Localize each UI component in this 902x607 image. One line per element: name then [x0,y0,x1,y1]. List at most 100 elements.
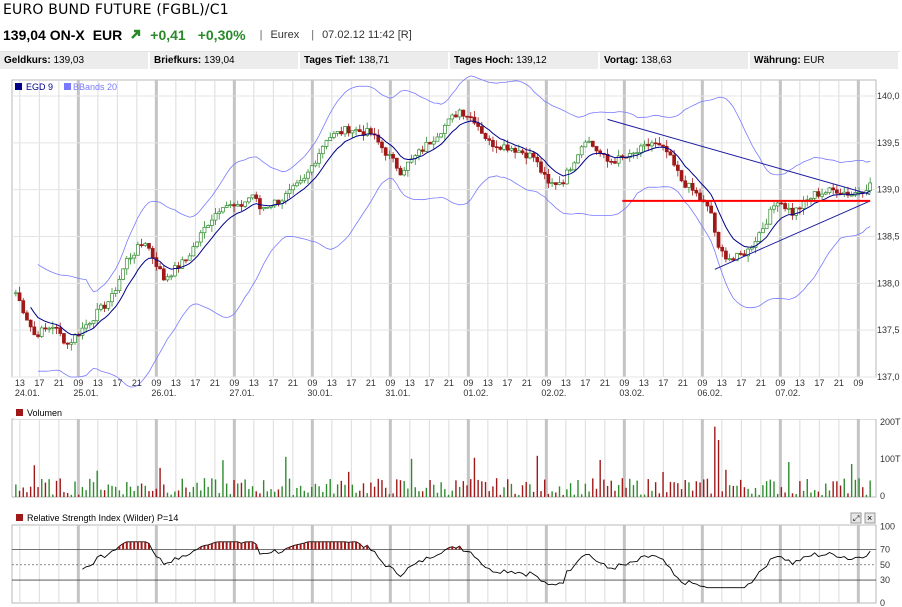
candle [121,268,125,280]
candle [687,182,691,188]
candle [639,145,643,153]
date-tick-label: 30.01. [307,388,332,398]
hour-tick-label: 09 [541,378,551,388]
hour-tick-label: 21 [444,378,454,388]
candle [613,161,617,164]
candle [417,149,421,156]
rsi-panel [11,524,877,604]
candle [224,205,229,208]
hour-tick-label: 09 [697,378,707,388]
candle [394,157,399,169]
candle [472,116,477,124]
arrow-up-icon [130,28,142,43]
legend-bbands-swatch [64,83,71,90]
candle [391,154,395,159]
hour-tick-label: 17 [34,378,44,388]
hour-tick-label: 09 [775,378,785,388]
candle [343,126,347,135]
candle [724,250,728,260]
candle [254,194,259,199]
candle [309,165,314,173]
quote-currency: Währung: EUR [750,52,898,69]
candle [576,154,580,164]
quote-day-high: Tages Hoch: 139,12 [450,52,598,69]
candle [435,136,440,142]
candle [738,253,743,255]
hour-tick-label: 21 [600,378,610,388]
candle [794,207,799,216]
rsi-close-icon[interactable]: × [864,512,876,524]
candle [17,292,22,301]
quote-bar: Geldkurs: 139,03 Briefkurs: 139,04 Tages… [0,51,900,69]
price-tick-label: 139,5 [877,138,900,148]
date-tick-label: 31.01. [385,388,410,398]
candle [550,182,554,184]
change-absolute: +0,41 [150,27,186,43]
candle [147,243,151,249]
candle [491,140,495,148]
rsi-tick-label: 70 [880,544,890,554]
date-tick-label: 26.01. [151,388,176,398]
candle [712,212,717,233]
candle [428,142,432,145]
candle [191,246,196,257]
hour-tick-label: 21 [210,378,220,388]
candle [295,182,299,187]
candle [221,207,225,213]
candle [143,243,148,246]
rsi-y-axis: 100 70 50 30 0 [880,522,895,607]
candle [406,161,410,171]
date-tick-label: 02.02. [541,388,566,398]
rsi-resize-icon[interactable]: ⤢ [850,512,862,524]
candle [198,232,203,243]
candle [798,207,802,210]
candle [283,193,288,202]
hour-tick-label: 21 [834,378,844,388]
candle [187,255,192,261]
candle [720,246,725,252]
date-tick-label: 25.01. [73,388,98,398]
date-tick-label: 07.02. [775,388,800,398]
hour-tick-label: 17 [502,378,512,388]
candle [124,258,129,270]
candle [627,153,632,159]
price-y-axis: 140,0 139,5 139,0 138,5 138,0 137,5 137,0 [877,91,900,382]
hour-tick-label: 17 [658,378,668,388]
candle [320,146,325,155]
candle [705,201,710,207]
candle [672,154,676,166]
candle [332,133,336,138]
candle [609,160,614,163]
price-tick-label: 137,0 [877,372,900,382]
rsi-title: Relative Strength Index (Wilder) P=14 [27,513,178,523]
candle [764,223,769,230]
candle [169,275,174,278]
candle [402,169,407,176]
hour-tick-label: 21 [54,378,64,388]
candle [339,131,344,135]
candles [13,108,873,351]
candle [790,207,795,216]
hour-tick-label: 13 [717,378,727,388]
candle [683,180,688,188]
quote-ask: Briefkurs: 139,04 [150,52,298,69]
candle [561,182,566,185]
candle [698,192,702,201]
rsi-tick-label: 0 [880,598,885,607]
hour-tick-label: 13 [561,378,571,388]
change-percent: +0,30% [197,27,246,43]
candle [557,182,562,185]
candle [635,152,640,154]
candle [531,152,536,158]
candle [132,254,137,259]
candle [657,143,662,146]
hour-tick-label: 13 [405,378,415,388]
hour-tick-label: 09 [73,378,83,388]
hour-tick-label: 13 [327,378,337,388]
candle [572,162,577,171]
hour-tick-label: 13 [93,378,103,388]
candle [139,244,144,246]
hour-tick-label: 21 [522,378,532,388]
legend-bbands: BBands 20 [73,82,117,92]
